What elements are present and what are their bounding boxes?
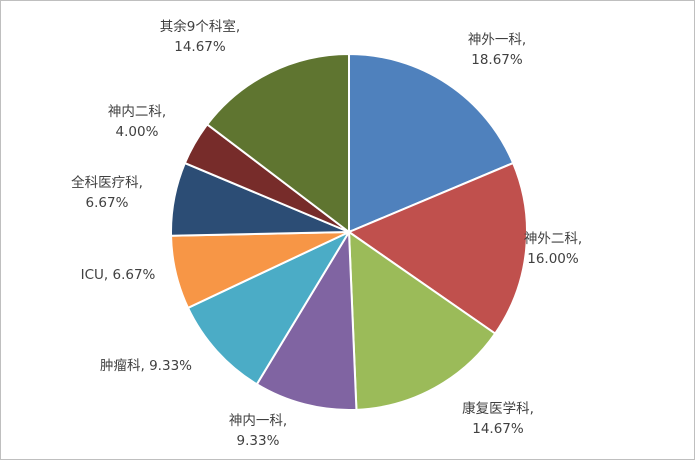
pie-slice <box>347 230 497 411</box>
pie-slices <box>170 52 528 411</box>
data-labels: 神外一科, 18.67% 神外二科, 16.00% 康复医学科, 14.67% 神内一科, 9… <box>71 18 582 449</box>
data-label: 神内二科, 4.00% <box>108 104 166 140</box>
data-label: 康复医学科, 14.67% <box>462 400 534 437</box>
data-label: 其余9个科室, 14.67% <box>160 18 240 55</box>
pie-slice <box>348 52 515 234</box>
pie-slice <box>346 161 528 335</box>
data-label: 神外二科, 16.00% <box>524 231 582 267</box>
pie-slice <box>255 228 358 411</box>
data-label: 神内一科, 9.33% <box>229 413 287 449</box>
data-label: 全科医疗科, 6.67% <box>71 174 143 211</box>
data-label: 肿瘤科, 9.33% <box>100 357 192 374</box>
data-label: 神外一科, 18.67% <box>468 32 526 68</box>
pie-slice <box>205 52 350 235</box>
data-label: ICU, 6.67% <box>81 267 156 283</box>
pie-slice <box>186 229 352 386</box>
